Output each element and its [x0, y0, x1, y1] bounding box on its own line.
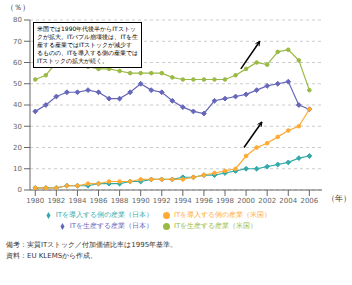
svg-text:1982: 1982 — [47, 197, 65, 205]
svg-text:70: 70 — [13, 38, 22, 46]
svg-text:10: 10 — [13, 165, 22, 173]
html-text:米国では1990年代後半からITストッ: 米国では1990年代後半からITストッ — [37, 25, 136, 32]
html-text:ITを生産する産業（日本）: ITを生産する産業（日本） — [69, 222, 153, 230]
html-text:ITストックの拡大が続く。: ITストックの拡大が続く。 — [37, 57, 109, 65]
svg-text:80: 80 — [13, 16, 22, 24]
html-text:ITを導入する側の産業（日本）: ITを導入する側の産業（日本） — [55, 211, 153, 219]
html-text:産する産業ではITストックが減少す: 産する産業ではITストックが減少す — [37, 41, 133, 49]
svg-text:40: 40 — [13, 101, 22, 109]
html-text:るものの、ITを導入する側の産業では: るものの、ITを導入する側の産業では — [37, 49, 139, 57]
svg-text:20: 20 — [13, 144, 22, 152]
html-text:ITを生産する産業（米国）: ITを生産する産業（米国） — [174, 222, 258, 230]
html-text:ITを導入する側の産業（米国）: ITを導入する側の産業（米国） — [174, 211, 272, 219]
svg-text:30: 30 — [13, 123, 22, 131]
svg-text:1984: 1984 — [69, 197, 87, 205]
svg-text:1986: 1986 — [90, 197, 108, 205]
svg-text:2000: 2000 — [237, 197, 255, 205]
svg-text:2002: 2002 — [258, 197, 276, 205]
html-text:クが拡大。ITバブル崩壊後は、ITを生: クが拡大。ITバブル崩壊後は、ITを生 — [37, 33, 138, 41]
svg-text:50: 50 — [13, 80, 22, 88]
svg-text:1996: 1996 — [195, 197, 213, 205]
svg-text:0: 0 — [18, 186, 22, 194]
svg-text:1992: 1992 — [153, 197, 171, 205]
html-text:備考：実質ITストック／付加価値比率は1995年基準。: 備考：実質ITストック／付加価値比率は1995年基準。 — [6, 241, 178, 249]
svg-text:（年）: （年） — [327, 194, 344, 203]
svg-text:60: 60 — [13, 59, 22, 67]
svg-text:1980: 1980 — [26, 197, 44, 205]
svg-text:1994: 1994 — [174, 197, 192, 205]
html-text:資料：EU KLEMSから作成。: 資料：EU KLEMSから作成。 — [6, 252, 98, 260]
svg-text:1998: 1998 — [216, 197, 234, 205]
svg-text:2004: 2004 — [279, 197, 297, 205]
svg-text:1988: 1988 — [111, 197, 129, 205]
svg-text:2006: 2006 — [300, 197, 318, 205]
svg-text:1990: 1990 — [132, 197, 150, 205]
